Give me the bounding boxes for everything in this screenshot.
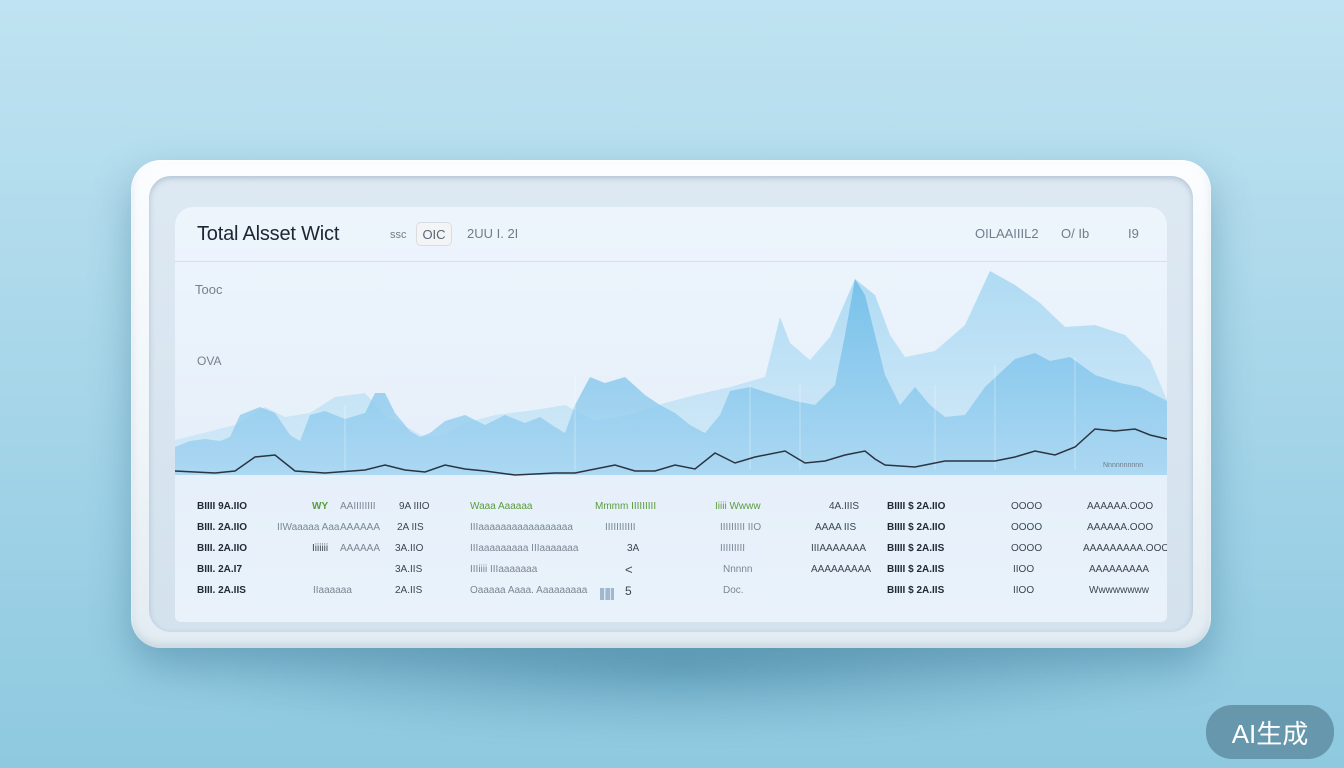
cell-type: AAIIIIIIII [340,501,376,512]
cell-balance: BIIII $ 2A.IIS [887,585,945,596]
header-right-mid: O/ Ib [1061,226,1090,241]
header-right-num: I9 [1128,226,1139,241]
table-row[interactable]: BIII. 2A.IIS IIaaaaaa 2A.IIS Oaaaaa Aaaa… [175,584,1167,603]
cell-desc: Oaaaaa Aaaa. Aaaaaaaaa [470,585,588,596]
cell-amount: AAAA IIS [815,522,857,533]
cell-value: 3A.IIS [395,564,423,575]
y-axis-label-top: Tooc [195,282,223,297]
cell-total: AAAAAAAAA [1089,564,1150,575]
cell-code: IIOO [1013,564,1035,575]
cell-balance: BIIII $ 2A.IIS [887,564,945,575]
cell-status: IIIIIIIII [720,543,746,554]
cell-category: IIIIIIIIIII [605,522,636,533]
cell-value: 9A IIIO [399,501,430,512]
cell-amount: AAAAAAAAA [811,564,872,575]
header-date: 2UU I. 2I [467,226,519,241]
cell-flag: IIaaaaaa [313,585,352,596]
dashboard-header: Total Alsset Wict ssc OIC 2UU I. 2I OILA… [175,207,1167,262]
cell-total: AAAAAAAAA.OOO [1083,543,1167,554]
cell-balance: BIIII $ 2A.IIO [887,501,946,512]
cell-desc: IIIiiii IIIaaaaaaa [470,564,538,575]
cell-category: Mmmm IIIIIIIII [595,501,657,512]
monitor-frame: Total Alsset Wict ssc OIC 2UU I. 2I OILA… [131,160,1211,648]
cell-amount: IIIAAAAAAA [811,543,867,554]
cell-status: Iiiii Wwww [715,501,761,512]
cell-balance: BIIII $ 2A.IIO [887,522,946,533]
cell-desc: IIIaaaaaaaaa IIIaaaaaaa [470,543,579,554]
dashboard-screen: Total Alsset Wict ssc OIC 2UU I. 2I OILA… [175,207,1167,622]
chart-footer-label: Nnnnnnnnnn [1103,462,1143,469]
header-tag: ssc [390,229,407,241]
cell-desc: IIIaaaaaaaaaaaaaaaaa [470,522,573,533]
cell-category: 5 [625,584,632,598]
cell-type: AAAAAA [340,543,381,554]
mini-bar-icon [600,588,614,600]
header-chip[interactable]: OIC [416,222,452,246]
cell-amount: 4A.IIIS [829,501,860,512]
cell-balance: BIIII $ 2A.IIS [887,543,945,554]
table-row[interactable]: BIII. 2A.IIO Iiiiiii AAAAAA 3A.IIO IIIaa… [175,543,1167,561]
chart-gridlines [344,357,1076,470]
series-line [175,428,1167,476]
cell-status: Nnnnn [723,564,753,575]
area-chart: Nnnnnnnnnn [175,271,1167,476]
cell-type: AAAAAA [340,522,381,533]
cell-id: BIII. 2A.I7 [197,564,243,575]
cell-category: 3A [627,543,640,554]
cell-desc: Waaa Aaaaaa [470,501,533,512]
ai-generated-badge: AI生成 [1206,705,1334,759]
cell-flag: IIWaaaaa Aaa [277,522,340,533]
page-title: Total Alsset Wict [197,223,340,245]
table-row[interactable]: BIII. 2A.IIO IIWaaaaa Aaa AAAAAA 2A IIS … [175,522,1167,540]
cell-status: Doc. [723,585,744,596]
cell-code: OOOO [1011,522,1043,533]
cell-flag: WY [312,501,329,512]
cell-code: OOOO [1011,543,1043,554]
cell-code: IIOO [1013,585,1035,596]
cell-total: AAAAAA.OOO [1087,501,1154,512]
cell-code: OOOO [1011,501,1043,512]
cell-total: AAAAAA.OOO [1087,522,1154,533]
cell-id: BIII. 2A.IIO [197,543,248,554]
cell-status: IIIIIIIII IIO [720,522,762,533]
cell-total: Wwwwwwww [1089,585,1149,596]
area-series-front [175,279,1167,475]
table-row[interactable]: BIII. 2A.I7 3A.IIS IIIiiii IIIaaaaaaa < … [175,562,1167,582]
cell-flag: Iiiiiii [312,543,329,554]
cell-id: BIII. 2A.IIS [197,585,246,596]
table-row[interactable]: BIIII 9A.IIO WY AAIIIIIIII 9A IIIO Waaa … [175,501,1167,519]
cell-id: BIII. 2A.IIO [197,522,248,533]
cell-id: BIIII 9A.IIO [197,501,248,512]
cell-value: 2A IIS [397,522,424,533]
cell-value: 3A.IIO [395,543,424,554]
header-right-text: OILAAIIIL2 [975,226,1039,241]
cell-value: 2A.IIS [395,585,423,596]
cell-category: < [625,562,633,577]
y-axis-label-mid: OVA [197,354,222,368]
